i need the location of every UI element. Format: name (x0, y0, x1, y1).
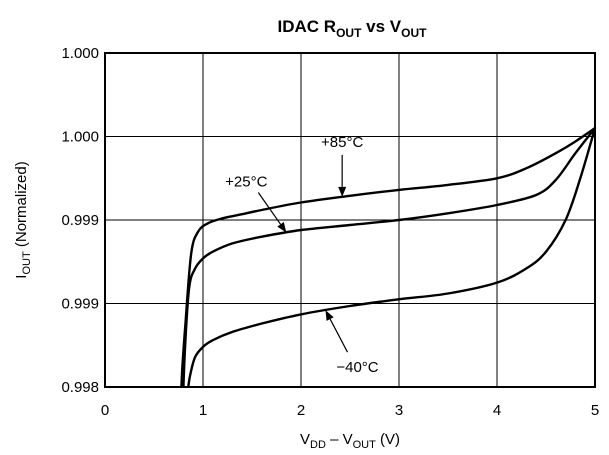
annotation-label: −40°C (336, 359, 378, 376)
x-axis-ticks: 0 1 2 3 4 5 (101, 402, 599, 419)
y-axis-ticks: 1.000 1.000 0.999 0.999 0.998 (61, 45, 99, 396)
annotation-arrowhead (277, 222, 287, 233)
annotation-arrowhead (325, 310, 334, 321)
series-line-2 (182, 127, 596, 388)
annotation-label: +25°C (225, 174, 267, 191)
series-line-1 (180, 127, 596, 388)
grid-lines (105, 53, 595, 387)
series-layer (180, 127, 597, 388)
x-tick-label: 3 (395, 402, 403, 419)
plot-frame (104, 52, 596, 388)
x-tick-label: 5 (591, 402, 599, 419)
annotation-label: +85°C (321, 134, 363, 151)
y-axis-title: IOUT (Normalized) (13, 161, 33, 278)
y-tick-label: 0.999 (61, 212, 99, 229)
y-tick-label: 1.000 (61, 45, 99, 62)
chart-title: IDAC ROUT vs VOUT (278, 17, 428, 40)
y-tick-label: 0.999 (61, 296, 99, 313)
x-tick-label: 0 (101, 402, 109, 419)
x-tick-label: 4 (493, 402, 501, 419)
annotation-arrow (329, 318, 349, 353)
y-tick-label: 0.998 (61, 379, 99, 396)
series-line-3 (187, 127, 597, 388)
annotation-arrow (257, 192, 282, 225)
y-tick-label: 1.000 (61, 129, 99, 146)
annotation-arrowhead (338, 186, 347, 197)
x-axis-title: VDD – VOUT (V) (300, 431, 400, 451)
x-tick-label: 1 (199, 402, 207, 419)
x-tick-label: 2 (297, 402, 305, 419)
annotation-layer: +85°C +25°C −40°C (225, 134, 379, 376)
